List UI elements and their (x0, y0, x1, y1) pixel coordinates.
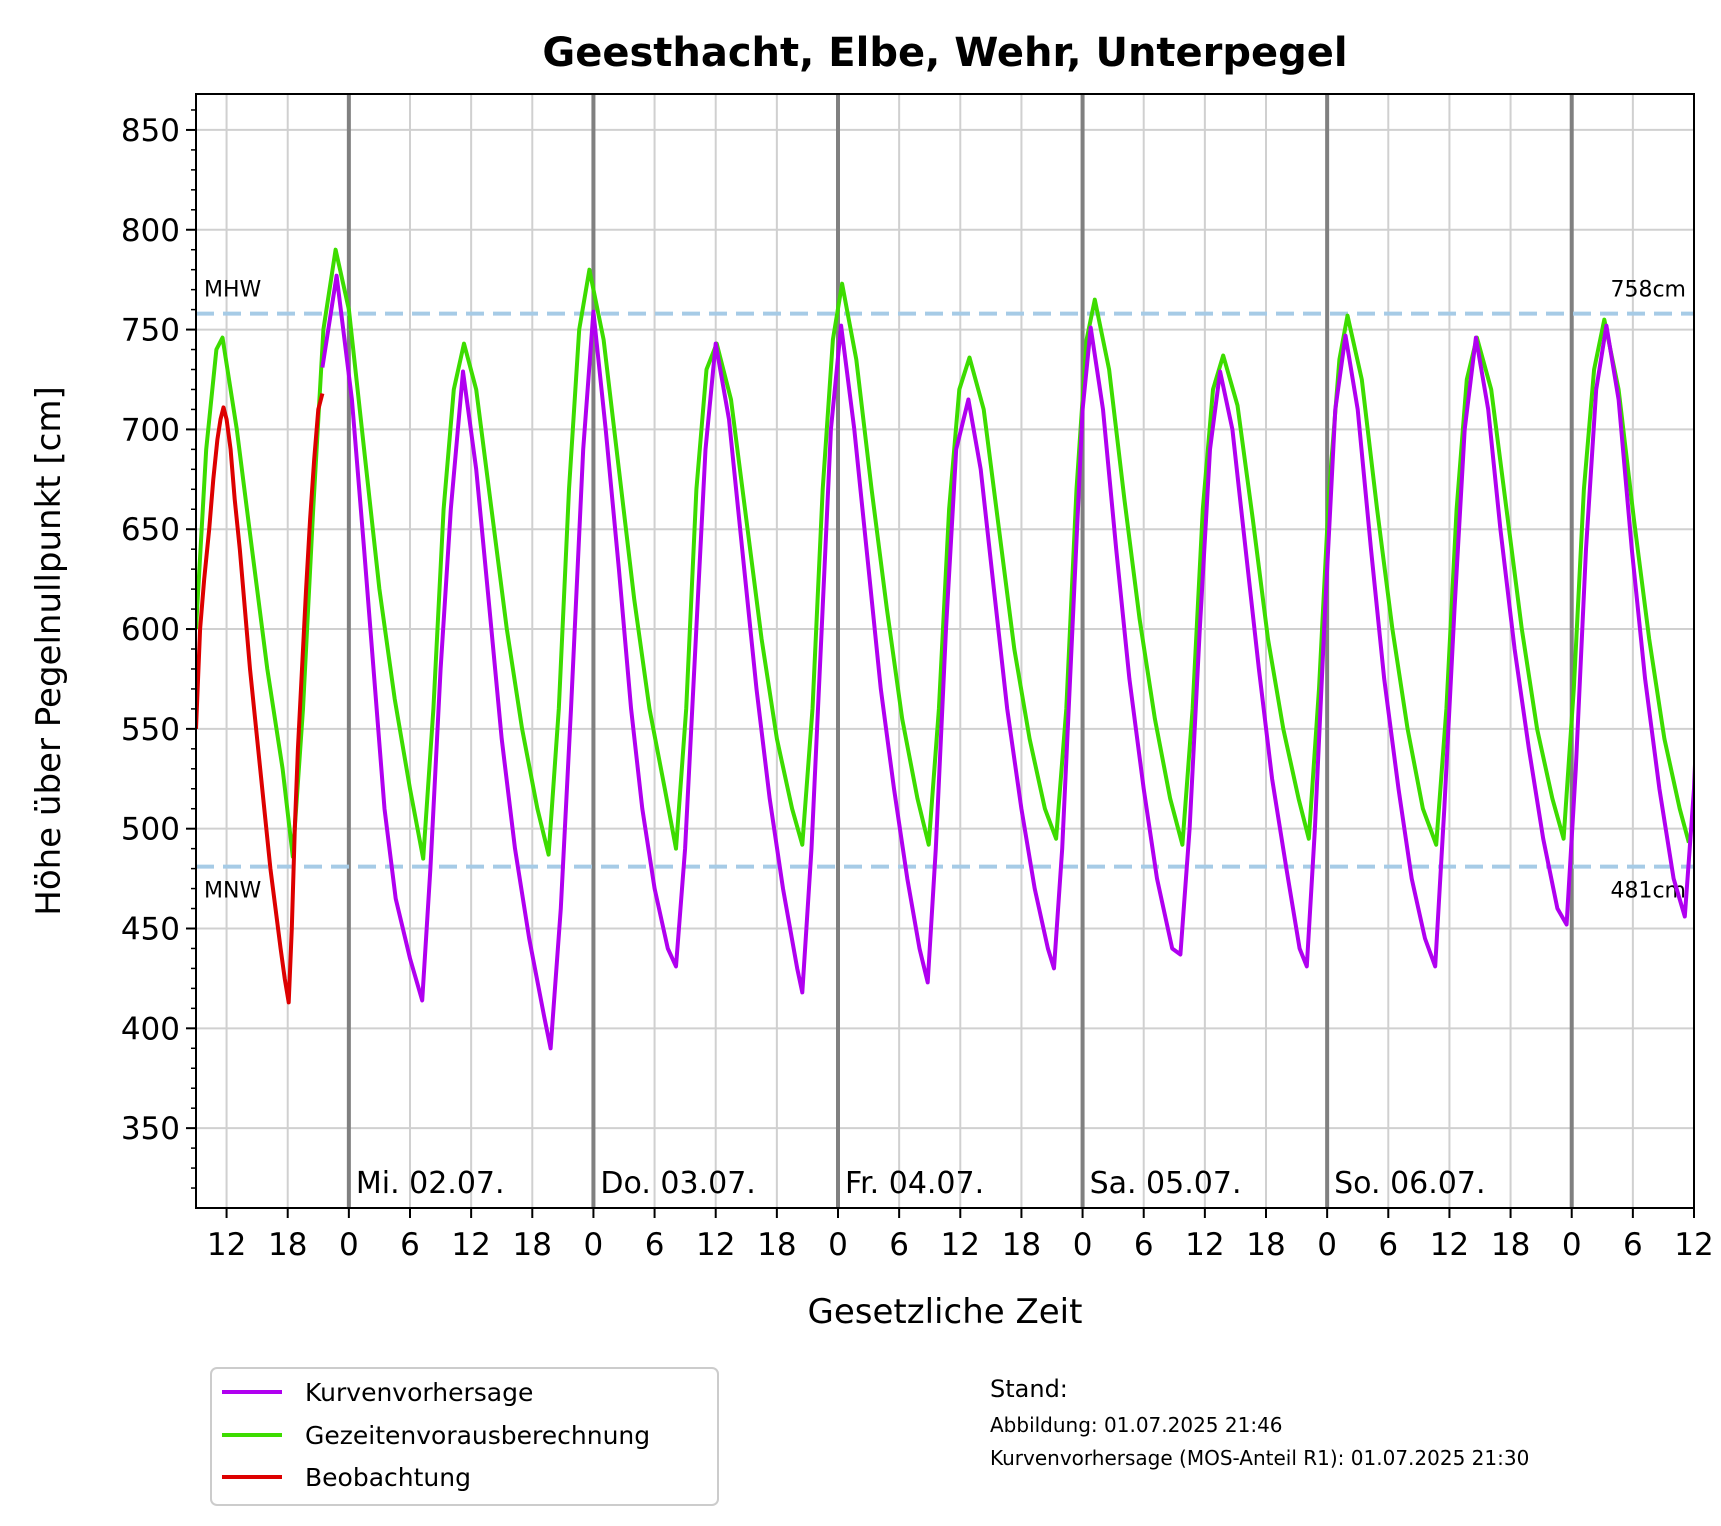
x-tick-label-48: 0 (828, 1227, 848, 1263)
y-axis-label: Höhe über Pegelnullpunkt [cm] (29, 386, 69, 915)
x-tick-label-108: 12 (1430, 1227, 1469, 1263)
y-tick-label-600: 600 (121, 612, 180, 648)
stand-abbildung: Abbildung: 01.07.2025 21:46 (990, 1413, 1283, 1437)
day-label-24: Do. 03.07. (600, 1166, 755, 1201)
day-label-0: Mi. 02.07. (356, 1166, 505, 1201)
x-tick-label-12: 12 (451, 1227, 490, 1263)
x-tick-label-96: 0 (1317, 1227, 1337, 1263)
x-tick-label-24: 0 (584, 1227, 604, 1263)
y-tick-label-500: 500 (121, 812, 180, 848)
y-tick-label-450: 450 (121, 912, 180, 948)
x-tick-label-66: 18 (1002, 1227, 1041, 1263)
series-line-gezeitenvorausberechnung (196, 247, 1691, 861)
y-tick-label-550: 550 (121, 712, 180, 748)
x-tick-label-30: 6 (645, 1227, 665, 1263)
ref-value-mhw: 758cm (1610, 278, 1686, 303)
x-axis-label: Gesetzliche Zeit (808, 1292, 1083, 1332)
legend-label-gezeitenvorausberechnung: Gezeitenvorausberechnung (305, 1421, 650, 1450)
plot-frame (195, 93, 1695, 1209)
y-tick-label-350: 350 (121, 1111, 180, 1147)
y-tick-label-650: 650 (121, 512, 180, 548)
x-tick-label-0: 0 (339, 1227, 359, 1263)
y-tick-label-700: 700 (121, 412, 180, 448)
x-tick-label-90: 18 (1246, 1227, 1285, 1263)
y-tick-label-400: 400 (121, 1011, 180, 1047)
x-tick-label-18: 18 (513, 1227, 552, 1263)
day-label-96: So. 06.07. (1334, 1166, 1485, 1201)
x-axis-ticks: 12 18 0 6 12 18 0 6 12 18 0 6 12 18 0 6 12 18 0 6 12 18 0 6 12 (207, 1208, 1714, 1263)
x-tick-label-84: 12 (1185, 1227, 1224, 1263)
y-tick-label-850: 850 (121, 113, 180, 149)
chart-title: Geesthacht, Elbe, Wehr, Unterpegel (542, 30, 1347, 76)
legend-box (210, 1367, 719, 1506)
x-tick-label-126: 6 (1623, 1227, 1643, 1263)
ref-label-mnw: MNW (204, 879, 261, 904)
y-tick-label-800: 800 (121, 213, 180, 249)
y-tick-label-750: 750 (121, 313, 180, 349)
stand-title: Stand: (990, 1375, 1068, 1403)
series-line-kurvenvorhersage (320, 273, 1694, 1051)
x-tick-label-54: 6 (889, 1227, 909, 1263)
x-tick-label-120: 0 (1562, 1227, 1582, 1263)
day-label-72: Sa. 05.07. (1090, 1166, 1242, 1201)
x-tick-label-42: 18 (757, 1227, 796, 1263)
day-label-48: Fr. 04.07. (845, 1166, 984, 1201)
series-lines (196, 247, 1694, 1051)
x-tick-label--12: 12 (207, 1227, 246, 1263)
x-tick-label-78: 6 (1134, 1227, 1154, 1263)
x-tick-label-102: 6 (1378, 1227, 1398, 1263)
x-tick-label-60: 12 (941, 1227, 980, 1263)
x-tick-label-132: 12 (1674, 1227, 1713, 1263)
day-labels: Mi. 02.07. Do. 03.07. Fr. 04.07. Sa. 05.07.… (356, 1166, 1486, 1201)
stand-info: Stand: Abbildung: 01.07.2025 21:46 Kurve… (990, 1375, 1529, 1470)
ref-label-mhw: MHW (204, 278, 262, 303)
x-tick-label-72: 0 (1073, 1227, 1093, 1263)
stand-kurvenvorhersage: Kurvenvorhersage (MOS-Anteil R1): 01.07.… (990, 1446, 1529, 1470)
legend-label-kurvenvorhersage: Kurvenvorhersage (305, 1378, 533, 1407)
y-axis-ticks: 350 400 450 500 550 600 650 700 750 800 850 (121, 109, 196, 1189)
x-tick-label-6: 6 (400, 1227, 420, 1263)
x-tick-label--6: 18 (268, 1227, 307, 1263)
legend-label-beobachtung: Beobachtung (305, 1463, 471, 1492)
x-tick-label-114: 18 (1491, 1227, 1530, 1263)
series-line-beobachtung (196, 393, 325, 1005)
x-tick-label-36: 12 (696, 1227, 735, 1263)
legend: Kurvenvorhersage Gezeitenvorausberechnun… (210, 1367, 719, 1506)
